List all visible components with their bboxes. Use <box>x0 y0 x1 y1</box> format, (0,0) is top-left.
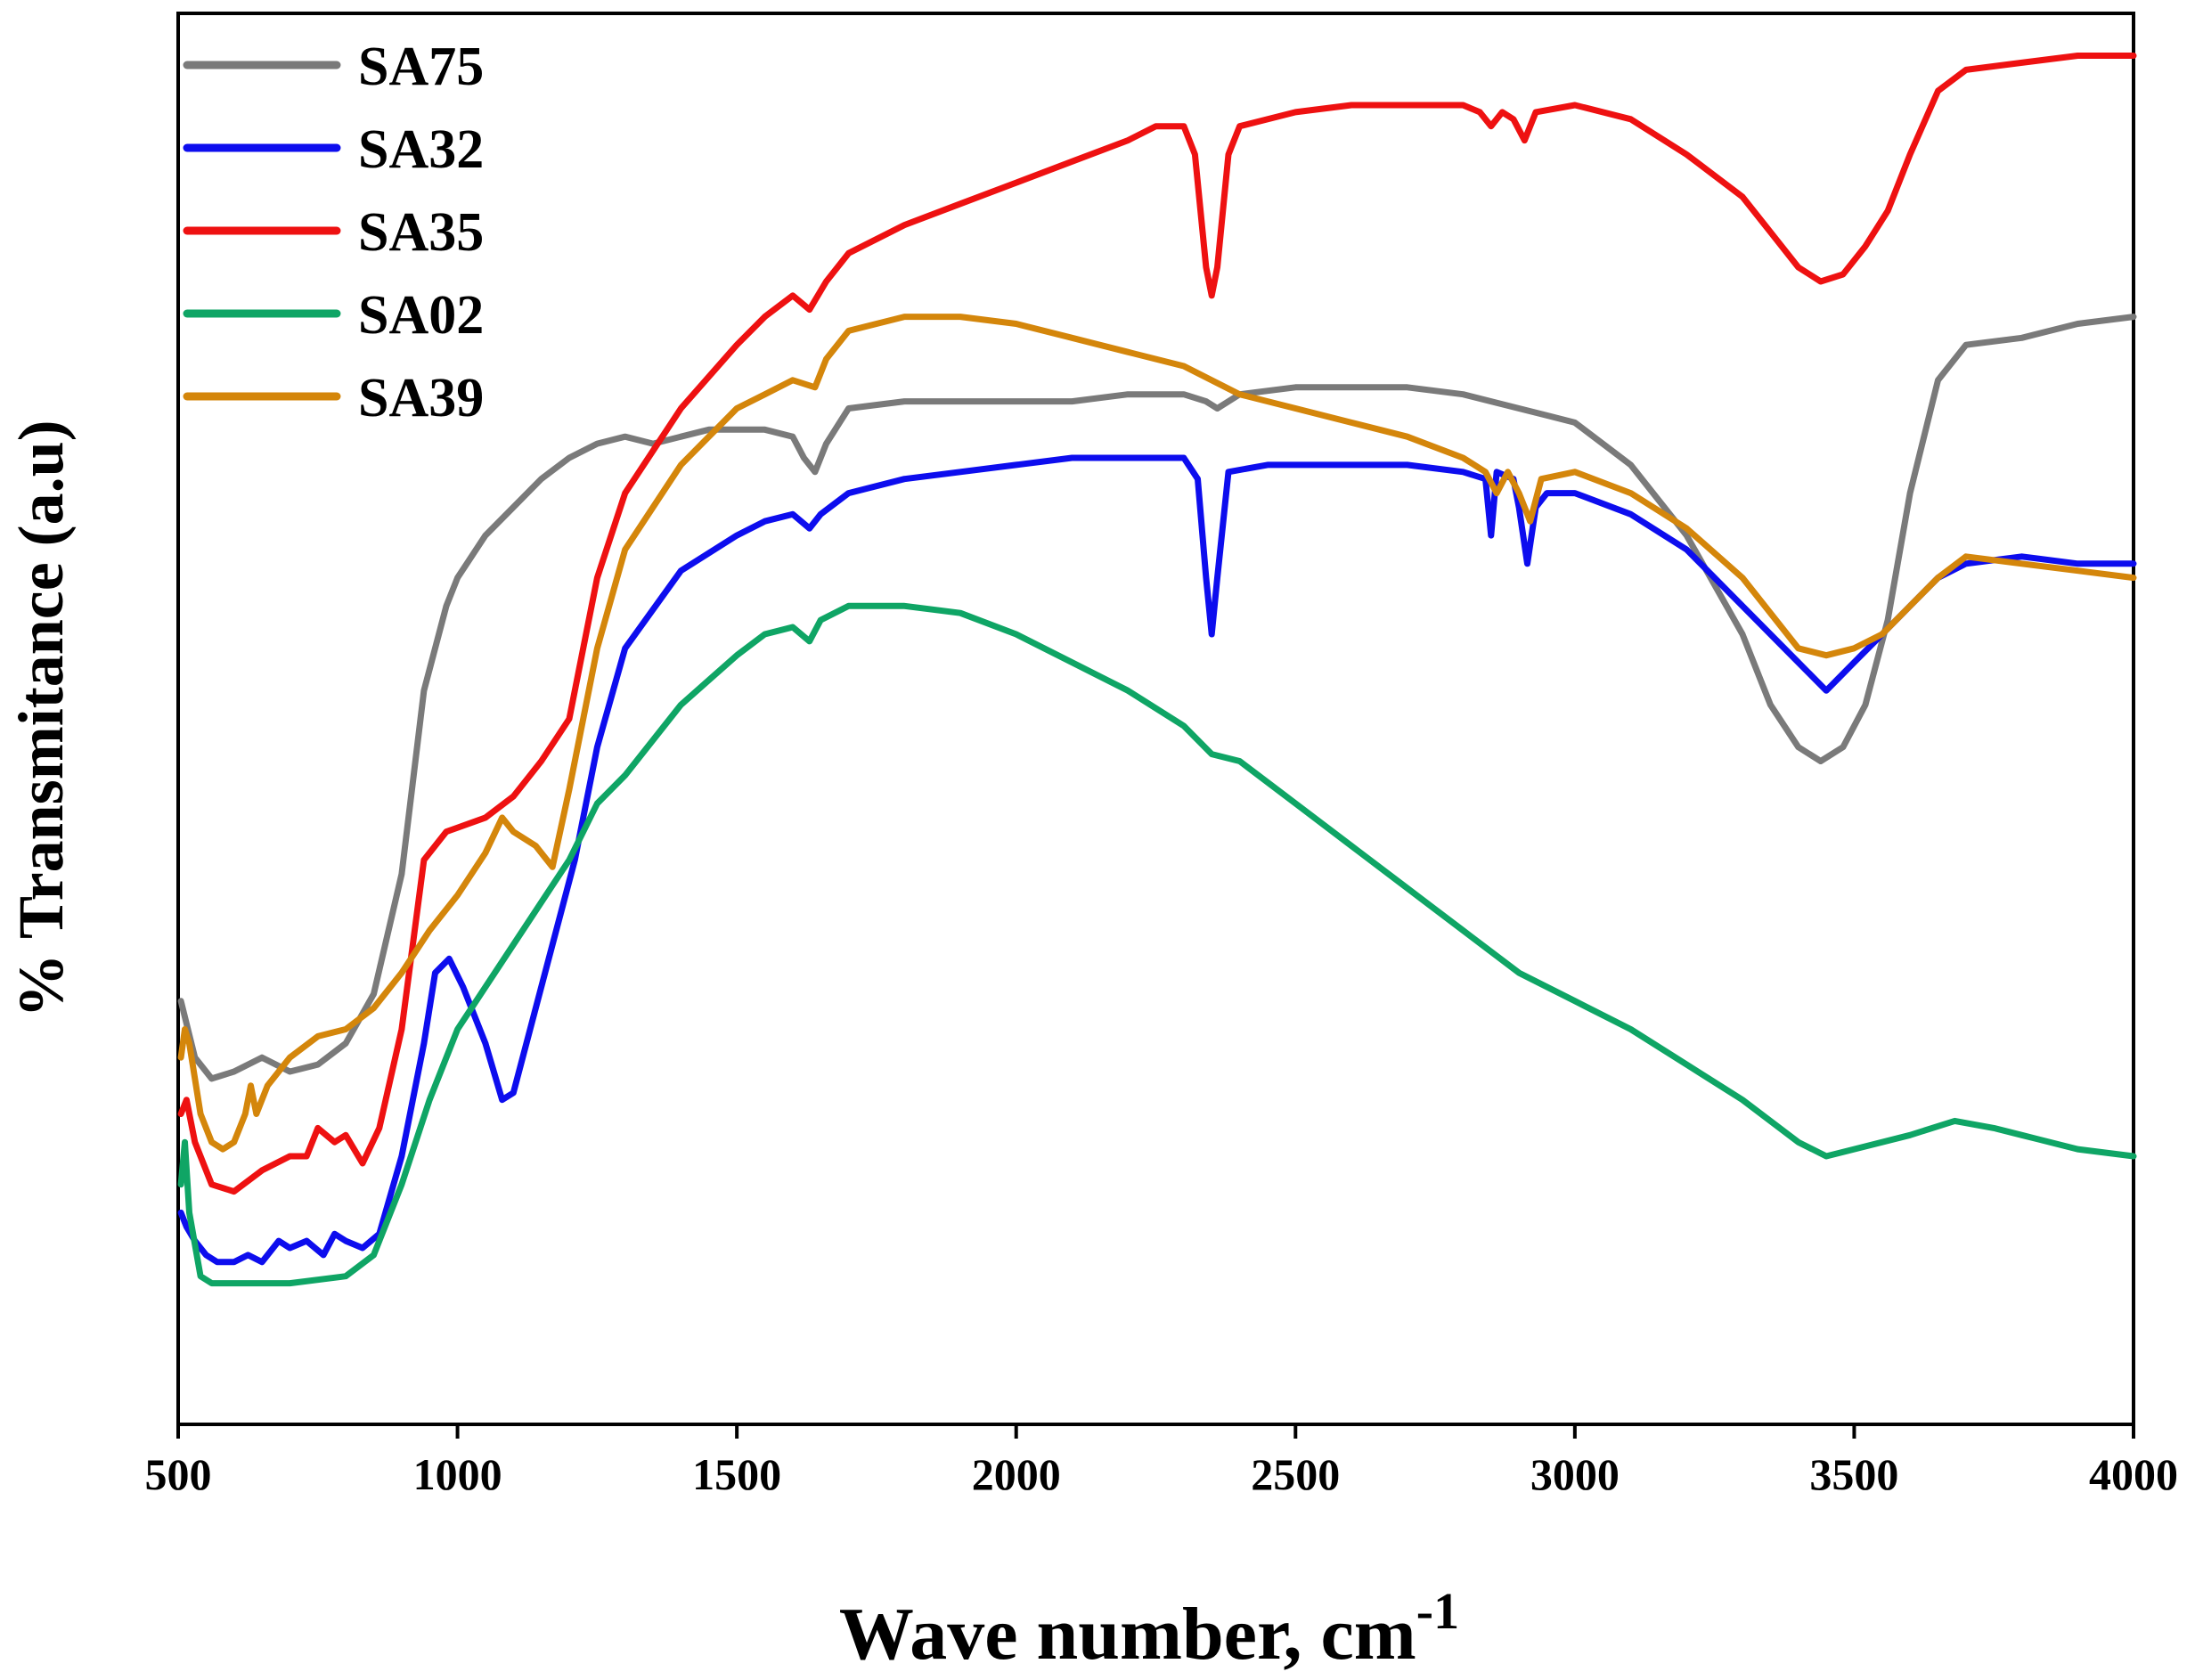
x-tick-label: 3500 <box>1809 1449 1898 1499</box>
x-axis-ticks: 500 1000 1500 2000 2500 3000 3500 4000 <box>145 1424 2178 1499</box>
x-axis-title-superscript: -1 <box>1416 1582 1459 1640</box>
legend-label-sa75: SA75 <box>358 37 484 97</box>
plot-frame <box>176 12 2135 1426</box>
x-axis-title-main: Wave number, cm <box>839 1593 1416 1676</box>
legend-label-sa35: SA35 <box>358 202 484 263</box>
x-tick-label: 2500 <box>1251 1449 1340 1499</box>
series-line-sa35 <box>177 53 2137 1195</box>
series-line-sa02 <box>177 602 2137 1287</box>
x-tick-label: 1000 <box>413 1449 502 1499</box>
series-line-sa75 <box>177 314 2137 1082</box>
x-tick-label: 2000 <box>972 1449 1061 1499</box>
legend: SA75 SA32 SA35 SA02 SA39 <box>183 37 484 428</box>
x-tick-label: 1500 <box>692 1449 781 1499</box>
x-tick-label: 3000 <box>1530 1449 1620 1499</box>
legend-label-sa02: SA02 <box>358 285 484 346</box>
legend-label-sa39: SA39 <box>358 368 484 428</box>
x-tick-label: 500 <box>145 1449 212 1499</box>
series-line-sa32 <box>177 454 2137 1266</box>
x-axis-title: Wave number, cm-1 <box>839 1582 1459 1676</box>
series-line-sa39 <box>177 314 2137 1153</box>
legend-label-sa32: SA32 <box>358 119 484 180</box>
y-axis-title: % Transmitance (a.u) <box>5 420 77 1017</box>
series-layer <box>177 53 2137 1287</box>
x-tick-label: 4000 <box>2089 1449 2178 1499</box>
